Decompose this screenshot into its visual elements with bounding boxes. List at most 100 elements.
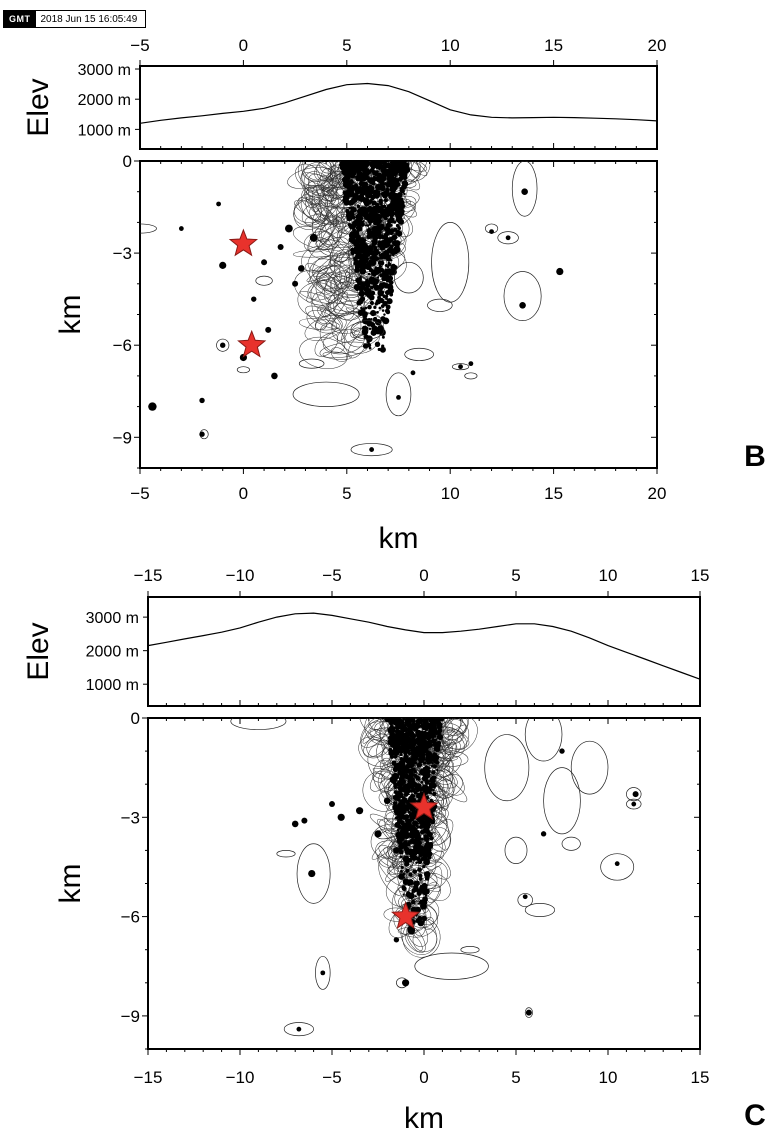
top-tick-label: 5 <box>342 36 351 55</box>
hypocenter-dot <box>374 231 380 237</box>
error-ellipse <box>305 305 344 330</box>
hypocenter-dot <box>394 816 399 820</box>
hypocenter-dot <box>368 346 372 350</box>
hypocenter-dot <box>407 843 411 847</box>
hypocenter-dot <box>355 288 359 292</box>
y-axis-label: km <box>54 864 87 904</box>
bottom-tick-label: 0 <box>419 1068 428 1087</box>
hypocenter-dot <box>387 192 392 197</box>
hypocenter-dot <box>384 255 390 260</box>
hypocenter-dot <box>425 750 428 753</box>
hypocenter-dot <box>395 723 402 730</box>
top-tick-label: 20 <box>648 36 667 55</box>
hypocenter-dot <box>432 718 440 724</box>
hypocenter-dot <box>370 277 378 285</box>
hypocenter-dot <box>360 199 363 202</box>
hypocenter-dot <box>420 848 426 854</box>
y-tick-label: −3 <box>113 244 132 263</box>
outlier-ellipse <box>626 787 642 802</box>
hypocenter-dot <box>371 290 374 294</box>
error-ellipse <box>315 228 337 250</box>
hypocenter-dot <box>354 188 361 195</box>
y-tick-label: −6 <box>121 908 140 927</box>
error-ellipse <box>302 172 343 190</box>
hypocenter-dot <box>416 789 420 793</box>
hypocenter-dot <box>351 230 357 236</box>
event-dot <box>505 235 511 241</box>
hypocenter-dot <box>375 217 382 224</box>
hypocenter-dot <box>429 837 433 840</box>
hypocenter-dot <box>370 317 373 321</box>
hypocenter-dot <box>426 760 431 765</box>
error-ellipse <box>442 718 469 741</box>
hypocenter-dot <box>436 743 441 748</box>
hypocenter-dot <box>379 267 385 273</box>
hypocenter-dot <box>341 161 347 166</box>
hypocenter-dot <box>400 810 406 815</box>
hypocenter-dot <box>377 260 383 266</box>
hypocenter-dot <box>393 782 398 787</box>
hypocenter-dot <box>408 730 415 736</box>
hypocenter-dot <box>373 189 379 195</box>
hypocenter-dot <box>377 161 383 166</box>
hypocenter-dot <box>360 257 366 262</box>
outlier-ellipse <box>350 320 385 340</box>
outlier-ellipse <box>517 893 533 908</box>
hypocenter-dot <box>402 189 405 193</box>
hypocenter-dot <box>411 719 416 724</box>
hypocenter-dot <box>359 173 363 177</box>
hypocenter-dot <box>385 304 391 310</box>
hypocenter-dot <box>400 161 407 166</box>
error-ellipse <box>341 322 380 354</box>
hypocenter-dot <box>400 865 404 869</box>
error-ellipse <box>399 161 428 176</box>
hypocenter-dot <box>355 163 362 171</box>
hypocenter-dot <box>383 198 386 202</box>
hypocenter-dot <box>408 784 414 789</box>
hypocenter-dot <box>398 176 404 182</box>
hypocenter-dot <box>402 181 409 187</box>
hypocenter-dot <box>362 252 369 259</box>
top-tick-label: −5 <box>130 36 149 55</box>
hypocenter-dot <box>431 813 435 817</box>
hypocenter-dot <box>359 264 366 271</box>
hypocenter-dot <box>408 789 413 793</box>
hypocenter-dot <box>396 230 403 237</box>
hypocenter-dot <box>352 187 356 191</box>
hypocenter-dot <box>341 164 347 170</box>
error-ellipse <box>306 310 337 334</box>
hypocenter-dot <box>384 297 388 301</box>
hypocenter-dot <box>359 290 365 296</box>
hypocenter-dot <box>382 300 388 307</box>
hypocenter-dot <box>399 829 406 836</box>
hypocenter-dot <box>395 718 402 724</box>
hypocenter-dot <box>402 872 406 876</box>
hypocenter-dot <box>410 793 415 799</box>
hypocenter-dot <box>403 822 410 828</box>
bottom-tick-label: 5 <box>511 1068 520 1087</box>
hypocenter-dot <box>387 735 393 741</box>
outlier-ellipse <box>140 223 157 234</box>
error-ellipse <box>294 200 337 225</box>
hypocenter-dot <box>415 775 421 781</box>
hypocenter-dot <box>371 203 375 206</box>
hypocenter-dot <box>356 251 360 255</box>
error-ellipse <box>369 728 388 743</box>
panel-b: 3000 m 2000 m 1000 m Elev −5 0 5 10 15 20 −5 0 5 10 15… <box>22 36 766 555</box>
event-dot <box>519 301 526 309</box>
hypocenter-dot <box>375 258 378 262</box>
hypocenter-dot <box>429 777 436 784</box>
hypocenter-dot <box>419 791 422 794</box>
hypocenter-dot <box>414 895 417 898</box>
hypocenter-dot <box>393 250 399 255</box>
hypocenter-dot <box>381 335 385 339</box>
event-dot <box>301 817 308 824</box>
event-dot <box>489 229 494 235</box>
bottom-tick-label: 0 <box>239 484 248 503</box>
event-dot <box>540 831 547 837</box>
error-ellipse <box>372 772 386 783</box>
error-ellipse <box>310 276 344 311</box>
error-ellipse <box>358 718 386 739</box>
hypocenter-dot <box>374 202 380 208</box>
hypocenter-dot <box>395 801 398 804</box>
